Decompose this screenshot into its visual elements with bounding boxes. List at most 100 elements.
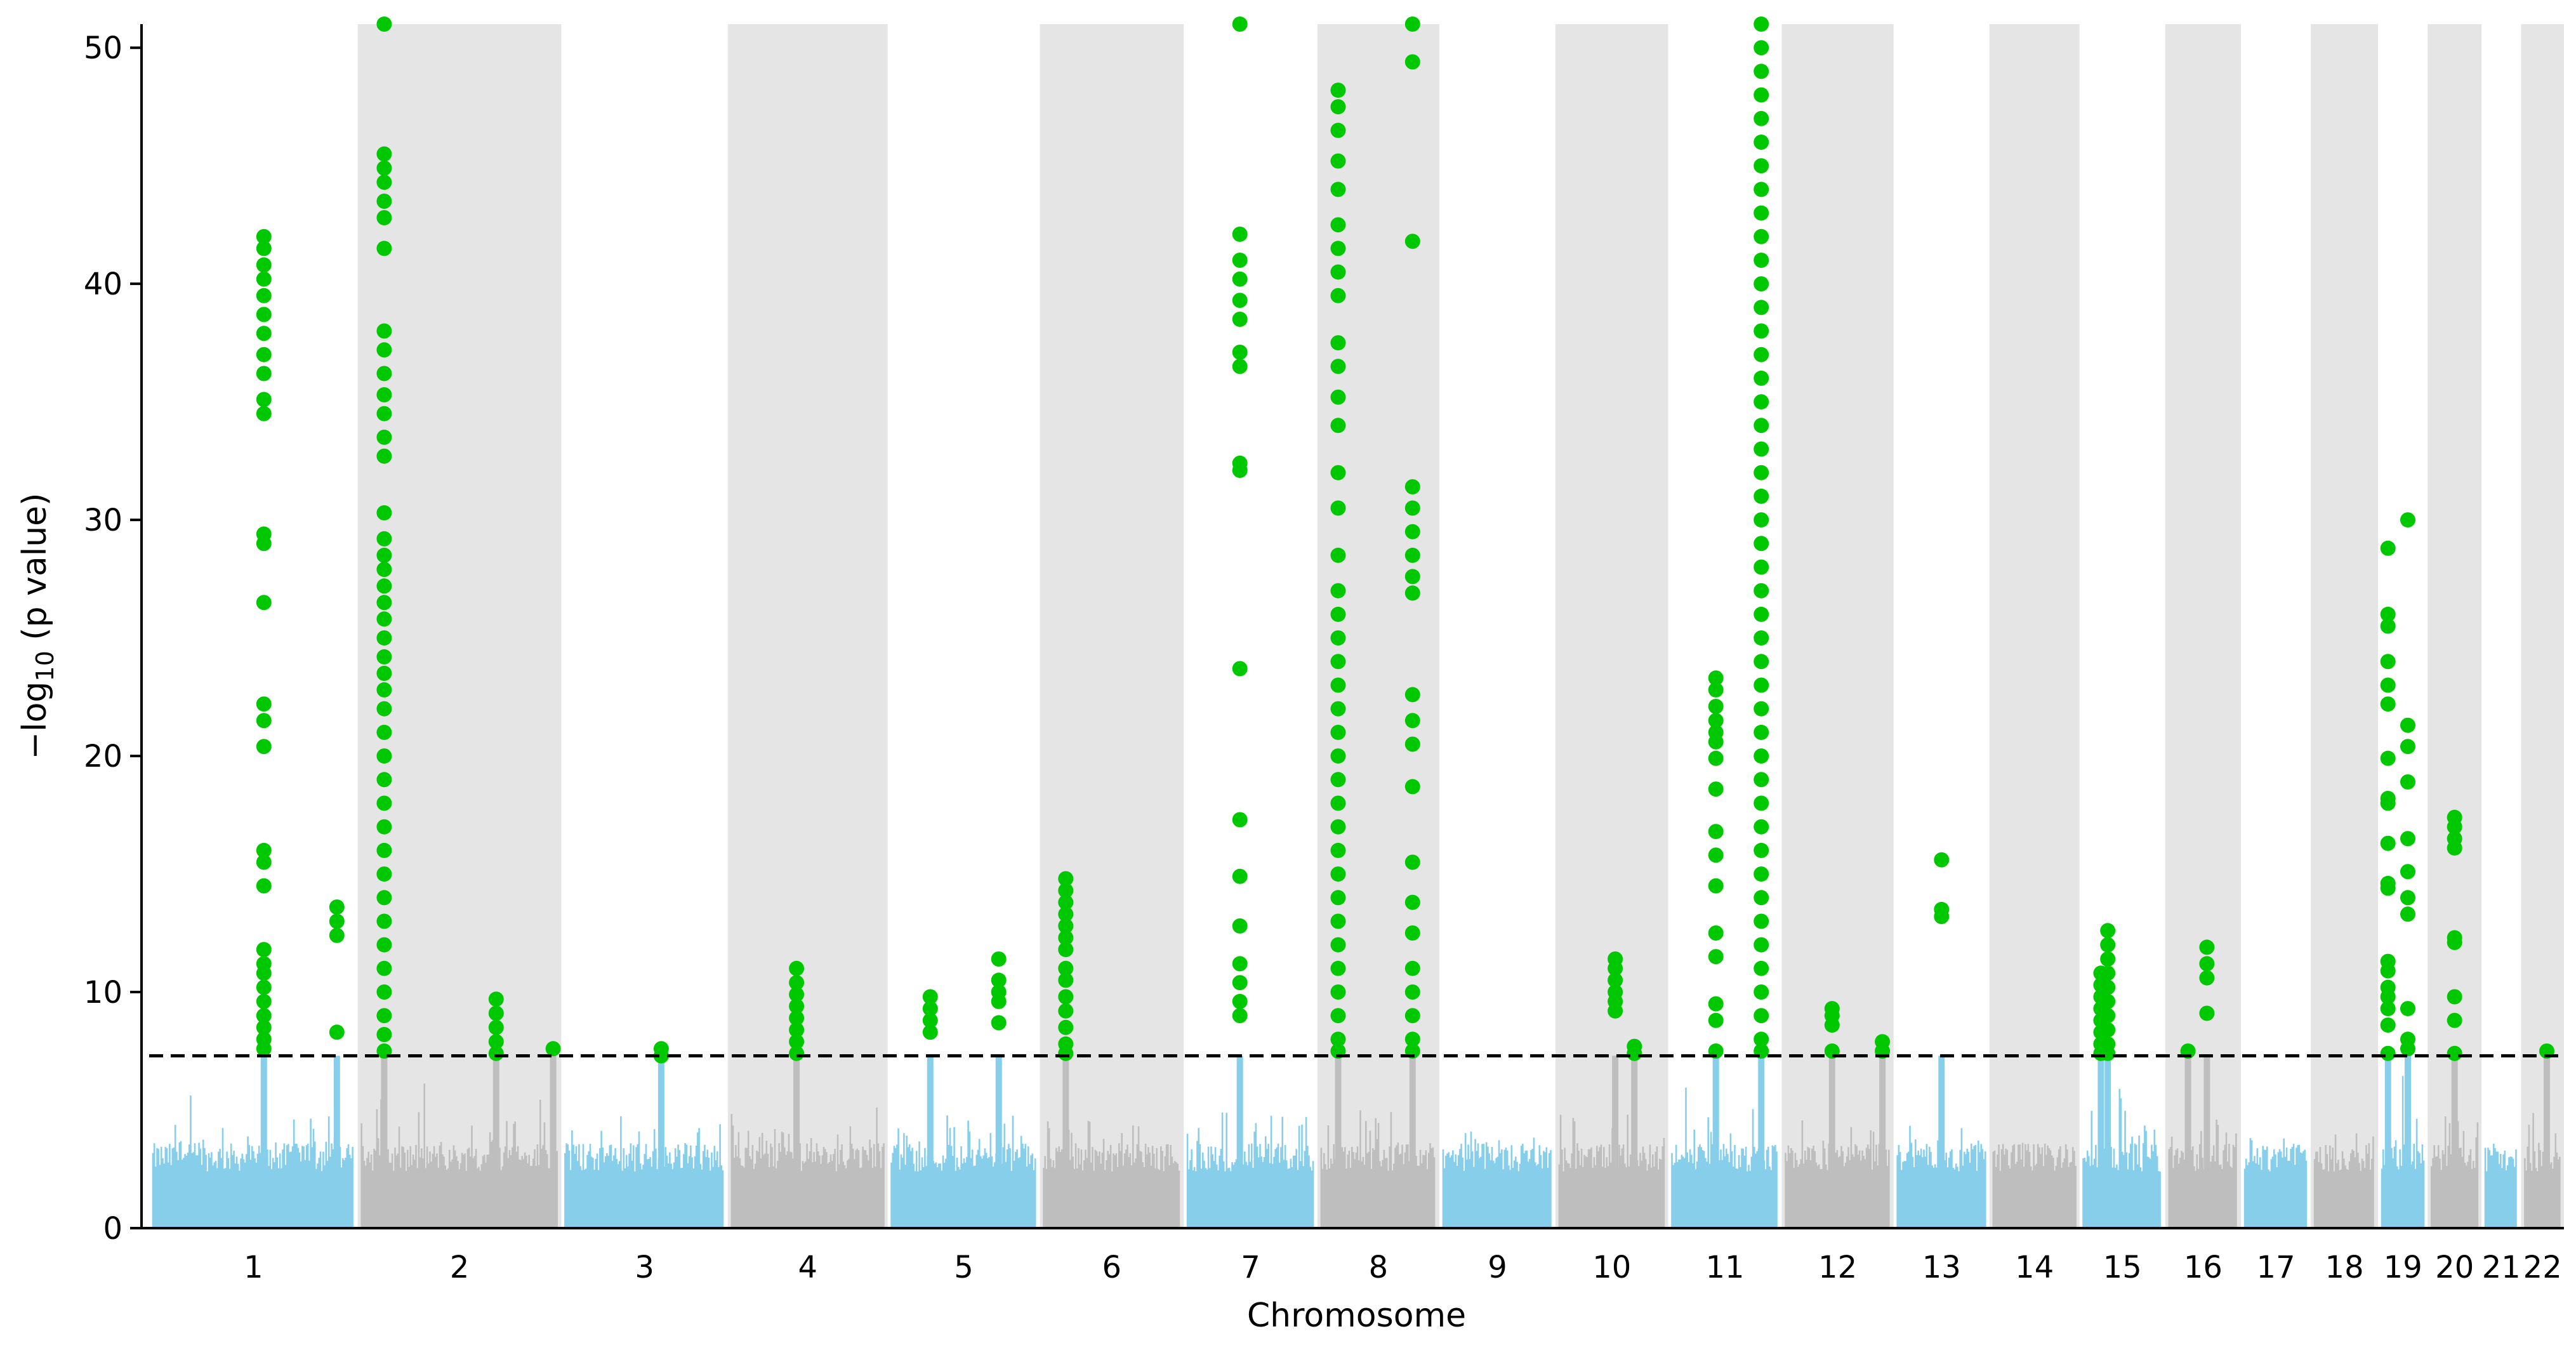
significant-point (376, 890, 392, 906)
significant-point (1934, 852, 1950, 868)
significant-point (2400, 1041, 2415, 1057)
significant-point (2199, 956, 2215, 972)
significant-point (2447, 1045, 2462, 1061)
significant-point (256, 1041, 272, 1057)
significant-point (256, 854, 272, 870)
significant-point (1754, 960, 1769, 976)
significant-point (2380, 989, 2396, 1005)
chromosome-8-points (1320, 17, 1436, 1228)
significant-point (376, 160, 392, 176)
significant-point (1608, 960, 1623, 976)
x-tick-label: 17 (2257, 1250, 2295, 1285)
significant-point (256, 347, 272, 362)
significant-point (376, 595, 392, 611)
significant-point (1754, 1008, 1769, 1024)
significant-point (376, 1008, 392, 1024)
significant-point (1330, 772, 1346, 788)
significant-point (1608, 972, 1623, 988)
significant-point (2380, 835, 2396, 851)
significant-point (1754, 536, 1769, 552)
significant-point (2380, 880, 2396, 896)
x-tick-label: 20 (2435, 1250, 2474, 1285)
significant-point (1330, 83, 1346, 98)
significant-point (376, 842, 392, 858)
significant-point (1232, 812, 1248, 828)
significant-point (2400, 1001, 2415, 1017)
chromosome-11-points (1671, 17, 1778, 1228)
significant-point (2380, 696, 2396, 712)
significant-point (488, 1034, 504, 1050)
significant-point (1708, 750, 1724, 766)
band-chr-10 (1555, 24, 1668, 1228)
significant-point (256, 288, 272, 303)
chromosome-14-points (1992, 1142, 2077, 1228)
chromosome-22-points (2524, 1043, 2561, 1228)
x-tick-label: 18 (2325, 1250, 2364, 1285)
significant-point (1232, 993, 1248, 1009)
significant-point (1330, 1031, 1346, 1047)
significant-point (1232, 956, 1248, 972)
x-ticks: 1 2 3 4 5 6 7 8 9 10 11 12 13 14 15 16 17 18 19 20 21 22 (244, 1250, 2562, 1285)
x-tick-label: 3 (635, 1250, 654, 1285)
significant-point (1754, 842, 1769, 858)
significant-point (1232, 17, 1248, 32)
significant-point (1754, 677, 1769, 693)
x-tick-label: 22 (2523, 1250, 2562, 1285)
significant-point (1058, 871, 1074, 887)
x-tick-label: 14 (2015, 1250, 2054, 1285)
significant-point (991, 972, 1007, 988)
chromosome-3-points (564, 1041, 724, 1228)
significant-point (1404, 736, 1420, 752)
significant-point (2199, 1005, 2215, 1021)
chromosome-9-points (1442, 1131, 1552, 1228)
chromosome-16-points (2168, 939, 2237, 1228)
significant-point (1754, 158, 1769, 174)
significant-point (256, 271, 272, 287)
significant-point (329, 927, 345, 943)
x-tick-label: 6 (1102, 1250, 1122, 1285)
significant-point (376, 772, 392, 788)
significant-point (376, 429, 392, 445)
significant-point (2400, 739, 2415, 755)
significant-point (2199, 939, 2215, 955)
significant-point (1404, 479, 1420, 494)
significant-point (2380, 795, 2396, 811)
significant-point (1330, 1008, 1346, 1024)
significant-point (1330, 677, 1346, 693)
significant-point (256, 993, 272, 1009)
significant-point (789, 986, 805, 1002)
significant-point (256, 536, 272, 552)
significant-point (789, 1022, 805, 1038)
significant-point (2100, 993, 2116, 1009)
y-tick-label: 20 (84, 739, 122, 774)
significant-point (1404, 894, 1420, 910)
significant-point (2380, 1017, 2396, 1033)
significant-point (1232, 293, 1248, 308)
significant-point (1754, 347, 1769, 362)
significant-point (376, 194, 392, 209)
y-axis-title-suffix: (p value) (16, 493, 54, 651)
significant-point (329, 899, 345, 915)
significant-point (1754, 418, 1769, 433)
significant-point (1754, 253, 1769, 268)
significant-point (256, 696, 272, 712)
significant-point (1754, 63, 1769, 79)
significant-point (1754, 441, 1769, 457)
significant-point (256, 965, 272, 981)
significant-point (2100, 979, 2116, 995)
significant-point (376, 937, 392, 953)
x-tick-label: 8 (1369, 1250, 1389, 1285)
significant-point (1708, 781, 1724, 797)
significant-point (1754, 630, 1769, 646)
significant-point (1754, 300, 1769, 315)
significant-point (2100, 1008, 2116, 1024)
significant-point (376, 960, 392, 976)
significant-point (376, 505, 392, 520)
significant-point (1754, 583, 1769, 599)
x-tick-label: 19 (2384, 1250, 2422, 1285)
significant-point (1330, 241, 1346, 256)
significant-point (376, 387, 392, 402)
significant-point (376, 665, 392, 681)
significant-point (256, 1019, 272, 1035)
significant-point (1330, 701, 1346, 717)
